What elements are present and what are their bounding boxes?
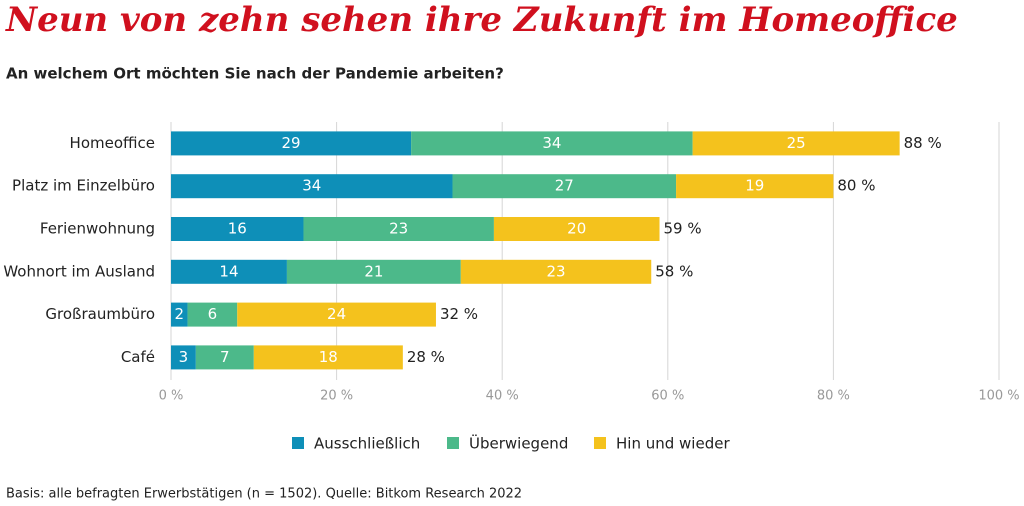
data-label: 27 [555, 177, 574, 195]
bar-segment [171, 174, 453, 199]
x-tick-label: 0 % [159, 389, 184, 404]
x-tick-label: 100 % [978, 389, 1019, 404]
data-label: 16 [228, 220, 247, 238]
data-label: 3 [179, 348, 189, 366]
data-label: 20 [567, 220, 586, 238]
bar-segment [171, 259, 287, 284]
y-tick-label: Wohnort im Ausland [3, 262, 155, 280]
x-tick-label: 40 % [486, 389, 519, 404]
data-label: 25 [787, 134, 806, 152]
bar-segment [253, 345, 403, 370]
total-label: 59 % [664, 220, 702, 238]
data-label: 29 [282, 134, 301, 152]
bar-segment [286, 259, 461, 284]
total-label: 58 % [655, 262, 693, 280]
data-label: 7 [220, 348, 230, 366]
bar-segment [303, 217, 494, 241]
legend-label: Überwiegend [469, 434, 568, 453]
bar-segment [195, 345, 254, 370]
data-label: 34 [542, 134, 561, 152]
data-label: 34 [302, 177, 321, 195]
total-label: 80 % [837, 177, 875, 195]
bar-segment [187, 302, 238, 327]
bar-segment [411, 131, 693, 156]
chart-title: Neun von zehn sehen ihre Zukunft im Home… [5, 0, 958, 40]
total-label: 28 % [407, 348, 445, 366]
data-label: 14 [219, 262, 238, 280]
x-tick-label: 80 % [817, 389, 850, 404]
data-label: 18 [319, 348, 338, 366]
legend-swatch [292, 437, 304, 449]
data-label: 24 [327, 305, 346, 323]
y-tick-label: Platz im Einzelbüro [12, 177, 155, 195]
total-label: 88 % [904, 134, 942, 152]
data-label: 6 [208, 305, 218, 323]
y-tick-label: Ferienwohnung [40, 220, 155, 238]
legend-label: Ausschließlich [314, 435, 420, 453]
x-tick-label: 60 % [651, 389, 684, 404]
bar-segment [237, 302, 436, 327]
bar-segment [171, 217, 304, 241]
data-label: 21 [364, 262, 383, 280]
bar-segment [692, 131, 900, 156]
bar-segment [171, 302, 188, 327]
chart-subtitle: An welchem Ort möchten Sie nach der Pand… [6, 65, 504, 83]
bar-segment [452, 174, 677, 199]
data-label: 2 [175, 305, 185, 323]
data-label: 23 [546, 262, 565, 280]
data-label: 23 [389, 220, 408, 238]
bar-segment [493, 217, 660, 241]
y-tick-label: Café [121, 348, 155, 366]
bar-segment [676, 174, 834, 199]
bar-segment [171, 131, 412, 156]
bar-segment [460, 259, 652, 284]
bar-segment [171, 345, 196, 370]
y-tick-label: Großraumbüro [45, 305, 155, 323]
data-label: 19 [745, 177, 764, 195]
legend-swatch [594, 437, 606, 449]
legend-label: Hin und wieder [616, 435, 730, 453]
x-tick-label: 20 % [320, 389, 353, 404]
y-tick-label: Homeoffice [70, 134, 155, 152]
footnote: Basis: alle befragten Erwerbstätigen (n … [6, 487, 522, 502]
legend-swatch [447, 437, 459, 449]
total-label: 32 % [440, 305, 478, 323]
